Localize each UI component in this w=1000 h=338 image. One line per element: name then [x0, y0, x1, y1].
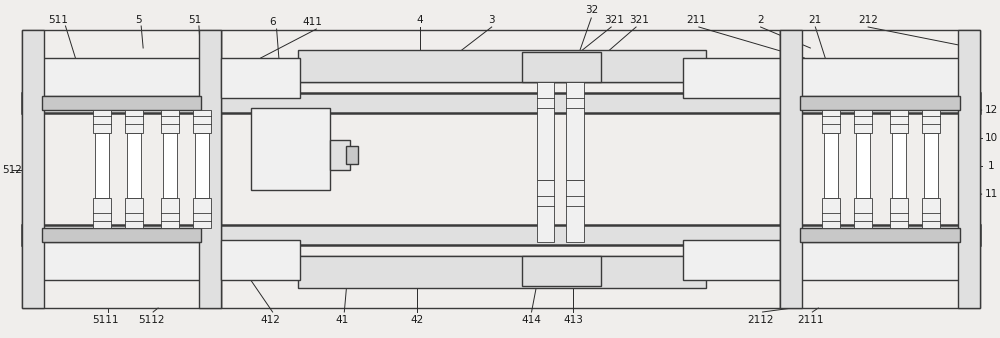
- Bar: [95, 133, 109, 198]
- Bar: [161, 110, 179, 133]
- Text: 413: 413: [563, 315, 583, 325]
- Bar: [42, 96, 201, 110]
- Bar: [892, 133, 906, 198]
- Bar: [22, 30, 44, 308]
- Bar: [127, 133, 141, 198]
- Bar: [221, 58, 300, 98]
- Bar: [683, 58, 780, 98]
- Bar: [790, 58, 970, 96]
- Bar: [42, 228, 201, 242]
- Bar: [346, 146, 358, 164]
- Bar: [221, 256, 780, 278]
- Bar: [854, 110, 872, 133]
- Bar: [22, 30, 221, 308]
- Bar: [822, 198, 840, 228]
- Bar: [566, 180, 584, 242]
- Bar: [93, 198, 111, 228]
- Text: 414: 414: [522, 315, 541, 325]
- Bar: [125, 198, 143, 228]
- Text: 4: 4: [417, 15, 423, 25]
- Text: 511: 511: [49, 15, 68, 25]
- Text: 321: 321: [604, 15, 624, 25]
- Text: 6: 6: [269, 17, 276, 27]
- Bar: [890, 110, 908, 133]
- Bar: [522, 256, 601, 286]
- Bar: [93, 110, 111, 133]
- Bar: [890, 198, 908, 228]
- Text: 10: 10: [985, 133, 998, 143]
- Text: 5111: 5111: [92, 315, 119, 325]
- Bar: [221, 30, 780, 308]
- Bar: [195, 133, 209, 198]
- Bar: [537, 180, 554, 242]
- Bar: [298, 256, 706, 288]
- Bar: [922, 198, 940, 228]
- Text: 21: 21: [809, 15, 822, 25]
- Text: 12: 12: [985, 105, 998, 115]
- Bar: [330, 140, 350, 170]
- Text: 5112: 5112: [138, 315, 164, 325]
- Text: 321: 321: [629, 15, 649, 25]
- Text: 5: 5: [135, 15, 141, 25]
- Bar: [780, 30, 802, 308]
- Text: 411: 411: [303, 17, 322, 27]
- Bar: [199, 30, 221, 308]
- Bar: [251, 108, 330, 190]
- Bar: [163, 133, 177, 198]
- Text: 1: 1: [988, 161, 995, 171]
- Bar: [824, 133, 838, 198]
- Bar: [566, 82, 584, 180]
- Bar: [22, 225, 980, 245]
- Text: 3: 3: [488, 15, 495, 25]
- Bar: [924, 133, 938, 198]
- Bar: [32, 242, 211, 280]
- Bar: [32, 58, 211, 96]
- Text: 211: 211: [686, 15, 706, 25]
- Bar: [193, 110, 211, 133]
- Text: 41: 41: [336, 315, 349, 325]
- Bar: [125, 110, 143, 133]
- Bar: [780, 30, 980, 308]
- Text: 212: 212: [858, 15, 878, 25]
- Bar: [958, 30, 980, 308]
- Bar: [522, 52, 601, 82]
- Bar: [822, 110, 840, 133]
- Text: 32: 32: [585, 5, 598, 15]
- Bar: [683, 240, 780, 280]
- Bar: [922, 110, 940, 133]
- Bar: [22, 93, 980, 113]
- Bar: [221, 240, 300, 280]
- Text: 2112: 2112: [747, 315, 774, 325]
- Text: 512: 512: [2, 165, 22, 175]
- Bar: [161, 198, 179, 228]
- Bar: [298, 50, 706, 82]
- Text: 51: 51: [188, 15, 202, 25]
- Text: 2: 2: [757, 15, 764, 25]
- Bar: [854, 198, 872, 228]
- Bar: [800, 228, 960, 242]
- Text: 42: 42: [410, 315, 424, 325]
- Bar: [221, 60, 780, 82]
- Bar: [537, 82, 554, 180]
- Text: 412: 412: [261, 315, 281, 325]
- Text: 2111: 2111: [797, 315, 824, 325]
- Bar: [800, 96, 960, 110]
- Text: 11: 11: [985, 189, 998, 199]
- Bar: [790, 242, 970, 280]
- Bar: [193, 198, 211, 228]
- Bar: [856, 133, 870, 198]
